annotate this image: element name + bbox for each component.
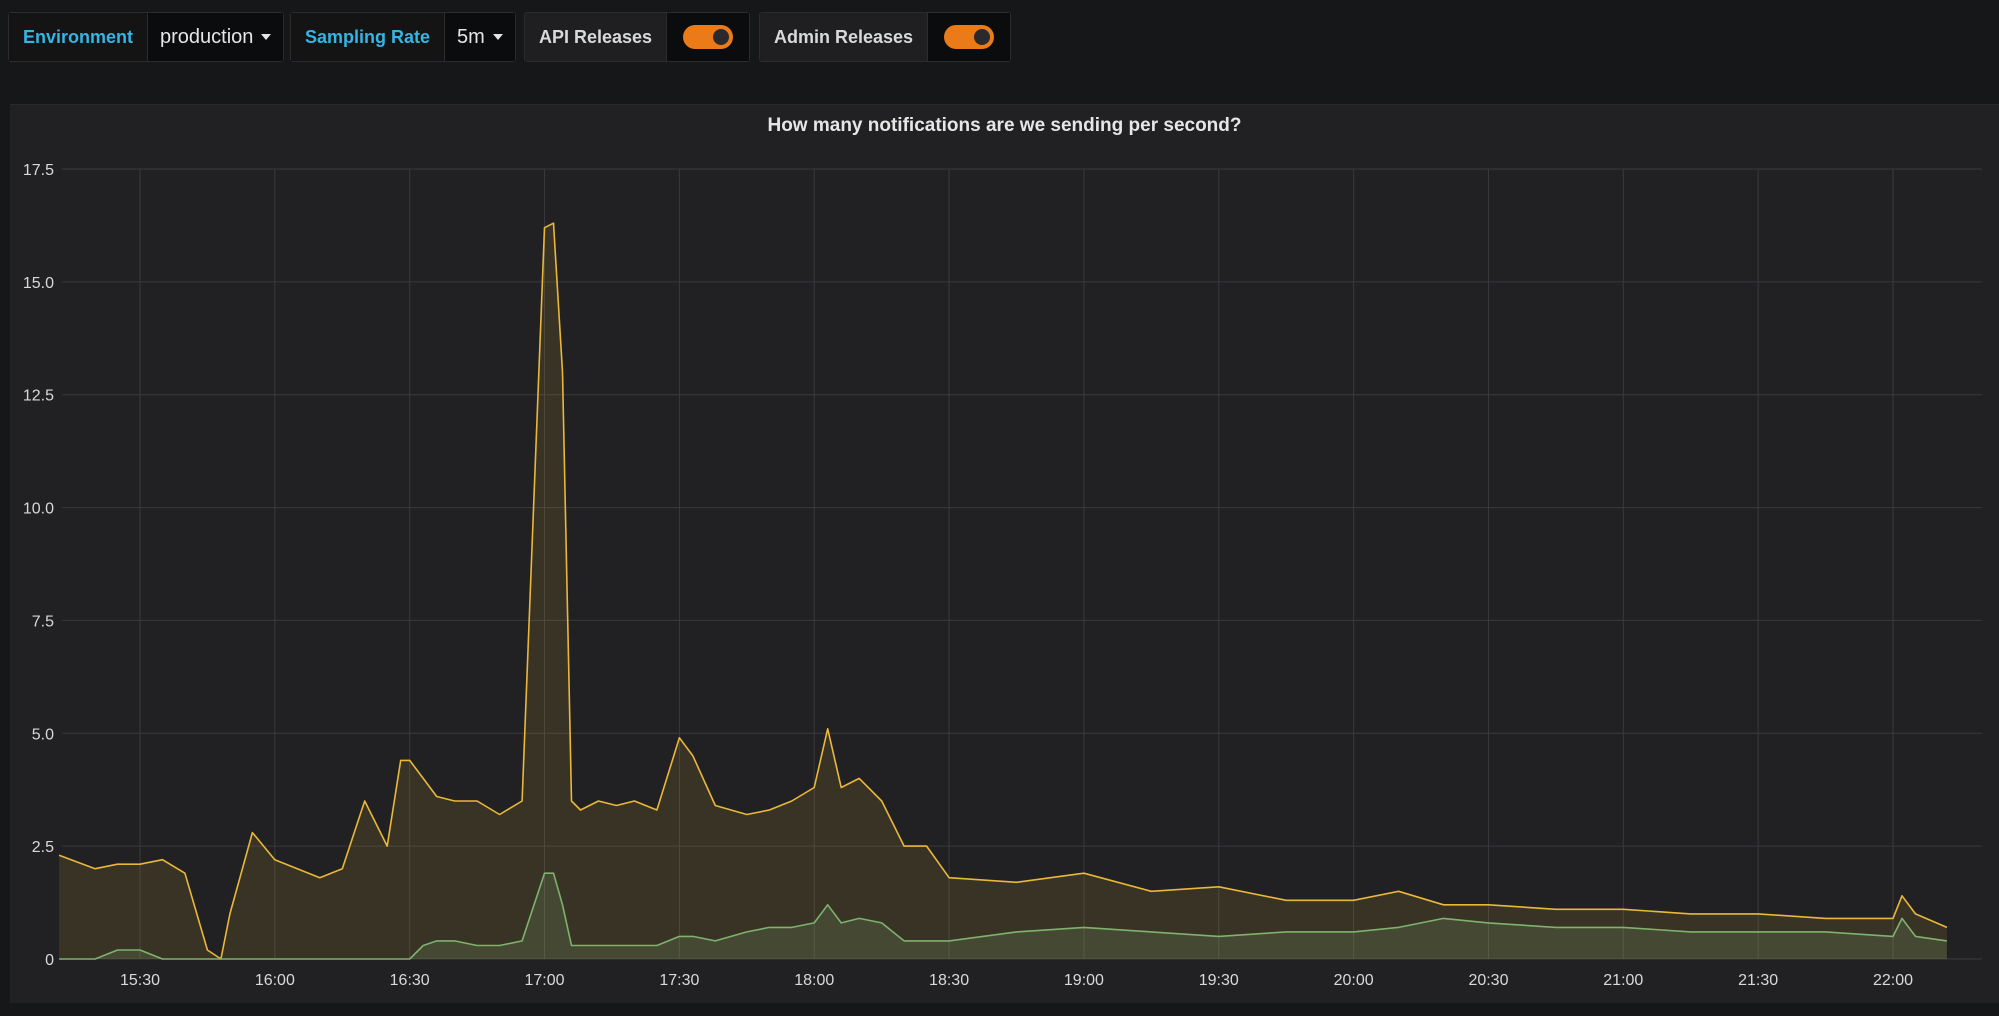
notifications-chart: 0 2.5 5.0 7.5 10.0 12.5 15.0 17.5 15:30 16:00 16:3… <box>23 162 1982 989</box>
graph-panel: How many notifications are we sending pe… <box>10 104 1999 1003</box>
x-tick-label: 20:30 <box>1468 972 1508 989</box>
series-yellow-line <box>58 222 1948 960</box>
api-releases-label: API Releases <box>525 13 668 61</box>
x-tick-label: 16:00 <box>255 972 295 989</box>
admin-releases-variable: Admin Releases <box>759 12 1012 62</box>
x-tick-label: 17:00 <box>525 972 565 989</box>
admin-releases-toggle[interactable] <box>944 25 995 49</box>
series-green-line <box>59 872 1948 960</box>
sampling-rate-dropdown[interactable]: 5m <box>445 13 515 61</box>
panel-title[interactable]: How many notifications are we sending pe… <box>767 115 1242 136</box>
toggle-knob <box>974 29 991 45</box>
api-releases-toggle[interactable] <box>683 25 734 49</box>
x-tick-label: 22:00 <box>1873 972 1913 989</box>
caret-down-icon <box>492 34 503 40</box>
toggle-knob <box>713 29 730 45</box>
x-tick-label: 21:00 <box>1603 972 1643 989</box>
series-green-area <box>59 873 1947 959</box>
api-releases-toggle-wrap <box>667 13 750 61</box>
environment-variable: Environment production <box>8 12 285 62</box>
y-tick-label: 5.0 <box>32 726 54 743</box>
sampling-rate-label: Sampling Rate <box>291 13 446 61</box>
y-tick-label: 10.0 <box>23 501 54 518</box>
environment-label: Environment <box>9 13 149 61</box>
x-tick-label: 17:30 <box>659 972 699 989</box>
y-tick-label: 0 <box>45 952 54 969</box>
y-tick-label: 7.5 <box>32 613 54 630</box>
environment-dropdown[interactable]: production <box>148 13 284 61</box>
y-tick-label: 15.0 <box>23 275 54 292</box>
x-tick-label: 19:30 <box>1199 972 1239 989</box>
admin-releases-toggle-wrap <box>928 13 1011 61</box>
sampling-rate-value: 5m <box>457 25 485 48</box>
y-tick-label: 17.5 <box>23 162 54 179</box>
x-tick-label: 18:30 <box>929 972 969 989</box>
environment-value: production <box>160 25 254 48</box>
y-tick-label: 2.5 <box>32 839 54 856</box>
series-yellow-area <box>59 223 1947 959</box>
y-tick-label: 12.5 <box>23 388 54 405</box>
sampling-rate-variable: Sampling Rate 5m <box>290 12 516 62</box>
x-tick-label: 18:00 <box>794 972 834 989</box>
x-tick-label: 15:30 <box>120 972 160 989</box>
x-tick-label: 20:00 <box>1334 972 1374 989</box>
api-releases-variable: API Releases <box>524 12 751 62</box>
x-tick-label: 21:30 <box>1738 972 1778 989</box>
x-tick-label: 19:00 <box>1064 972 1104 989</box>
caret-down-icon <box>261 34 272 40</box>
x-tick-label: 16:30 <box>390 972 430 989</box>
admin-releases-label: Admin Releases <box>760 13 929 61</box>
